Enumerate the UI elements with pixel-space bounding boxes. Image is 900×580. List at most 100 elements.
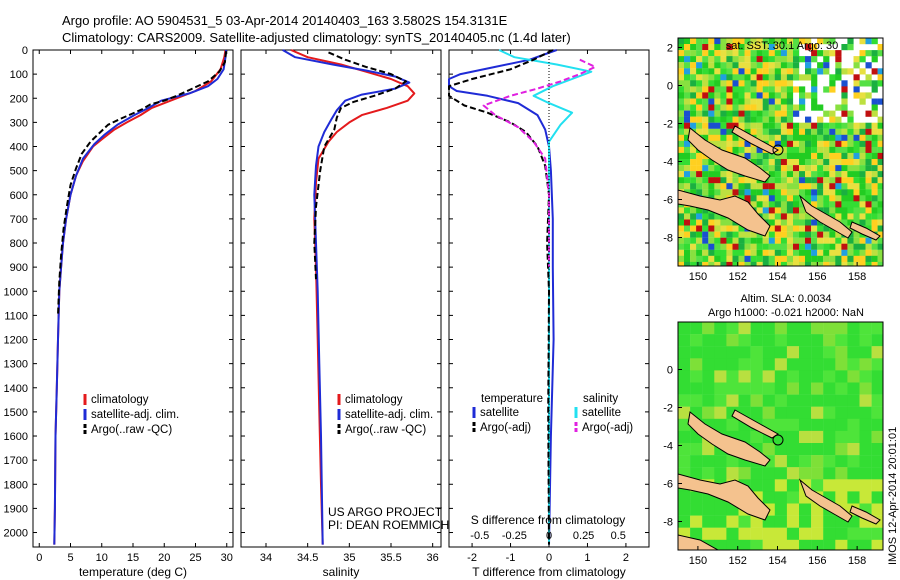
sst-grid-cell bbox=[853, 86, 860, 93]
sst-grid-cell bbox=[774, 189, 781, 196]
sst-grid-cell bbox=[684, 128, 691, 135]
sst-grid-cell bbox=[835, 183, 842, 190]
sst-grid-cell bbox=[811, 261, 818, 266]
sst-grid-cell bbox=[690, 116, 697, 123]
sst-grid-cell bbox=[859, 183, 866, 190]
sst-grid-cell bbox=[768, 219, 775, 226]
sla-grid-cell bbox=[786, 491, 800, 504]
sla-grid-cell bbox=[690, 394, 703, 407]
sst-grid-cell bbox=[793, 165, 800, 172]
sst-grid-cell bbox=[811, 189, 818, 196]
sst-grid-cell bbox=[871, 98, 878, 105]
sst-grid-cell bbox=[702, 44, 709, 51]
sst-grid-cell bbox=[684, 152, 691, 160]
sst-grid-cell bbox=[684, 146, 691, 154]
sst-grid-cell bbox=[823, 38, 830, 45]
sst-grid-cell bbox=[726, 44, 733, 51]
sst-grid-cell bbox=[793, 152, 800, 160]
sst-grid-cell bbox=[750, 146, 757, 154]
sst-grid-cell bbox=[708, 56, 715, 63]
sla-grid-cell bbox=[726, 539, 739, 550]
sst-grid-cell bbox=[774, 255, 781, 262]
sla-grid-cell bbox=[690, 322, 703, 335]
sla-grid-cell bbox=[762, 527, 775, 540]
sla-grid-cell bbox=[871, 539, 883, 550]
sla-grid-cell bbox=[859, 443, 872, 456]
sla-grid-cell bbox=[859, 418, 872, 432]
sst-grid-cell bbox=[768, 50, 775, 57]
sst-grid-cell bbox=[829, 80, 836, 87]
sst-grid-cell bbox=[877, 207, 883, 214]
sst-grid-cell bbox=[817, 237, 824, 244]
sst-grid-cell bbox=[871, 140, 878, 147]
sst-grid-cell bbox=[847, 171, 854, 178]
sst-grid-cell bbox=[684, 80, 691, 87]
sst-grid-cell bbox=[877, 74, 883, 81]
sst-grid-cell bbox=[786, 140, 794, 147]
sst-grid-cell bbox=[774, 195, 781, 202]
sst-grid-cell bbox=[726, 98, 733, 105]
sst-grid-cell bbox=[853, 207, 860, 214]
sst-grid-cell bbox=[829, 122, 836, 129]
sla-grid-cell bbox=[690, 382, 703, 395]
sla-grid-cell bbox=[702, 527, 715, 540]
sst-grid-cell bbox=[708, 243, 715, 250]
sla-coastline-newireland bbox=[731, 409, 779, 439]
sst-grid-cell bbox=[678, 261, 685, 266]
sst-grid-cell bbox=[841, 201, 848, 208]
sla-grid-cell bbox=[786, 382, 800, 395]
sst-grid-cell bbox=[714, 249, 721, 256]
map-x-tick-label: 158 bbox=[848, 555, 866, 567]
sla-grid-cell bbox=[823, 322, 836, 335]
sst-grid-cell bbox=[720, 50, 727, 57]
sst-grid-cell bbox=[678, 249, 685, 256]
sst-grid-cell bbox=[768, 92, 775, 99]
sst-grid-cell bbox=[756, 152, 763, 160]
sst-grid-cell bbox=[696, 213, 703, 220]
sst-grid-cell bbox=[871, 219, 878, 226]
sla-grid-cell bbox=[859, 539, 872, 550]
sst-grid-cell bbox=[768, 249, 775, 256]
sst-grid-cell bbox=[774, 225, 781, 232]
sst-grid-cell bbox=[817, 122, 824, 129]
sst-grid-cell bbox=[835, 231, 842, 238]
sla-grid-cell bbox=[847, 539, 860, 550]
sst-grid-cell bbox=[829, 159, 836, 166]
sla-grid-cell bbox=[774, 322, 788, 335]
sst-grid-cell bbox=[823, 231, 830, 238]
sst-grid-cell bbox=[726, 104, 733, 111]
sst-grid-cell bbox=[714, 86, 721, 93]
sst-grid-cell bbox=[696, 110, 703, 117]
sst-grid-cell bbox=[847, 261, 854, 266]
sst-grid-cell bbox=[859, 92, 866, 99]
sst-grid-cell bbox=[690, 261, 697, 266]
sla-grid-cell bbox=[859, 479, 872, 492]
sla-grid-cell bbox=[847, 406, 860, 419]
sst-grid-cell bbox=[817, 189, 824, 196]
sst-grid-cell bbox=[877, 195, 883, 202]
sla-grid-cell bbox=[738, 334, 751, 347]
sst-grid-cell bbox=[865, 255, 872, 262]
sst-grid-cell bbox=[799, 207, 806, 214]
sst-grid-cell bbox=[871, 104, 878, 111]
sst-grid-cell bbox=[690, 219, 697, 226]
sst-grid-cell bbox=[726, 261, 733, 266]
sla-grid-cell bbox=[714, 370, 727, 383]
sst-grid-cell bbox=[696, 255, 703, 262]
series-line-argo bbox=[448, 49, 554, 545]
sst-grid-cell bbox=[708, 122, 715, 129]
sst-grid-cell bbox=[823, 195, 830, 202]
sla-grid-cell bbox=[690, 467, 703, 480]
sst-grid-cell bbox=[690, 122, 697, 129]
sst-grid-cell bbox=[841, 177, 848, 184]
sla-grid-cell bbox=[811, 515, 824, 528]
sst-grid-cell bbox=[684, 237, 691, 244]
sst-grid-cell bbox=[732, 104, 739, 111]
sst-grid-cell bbox=[738, 68, 745, 75]
sst-grid-cell bbox=[835, 177, 842, 184]
sst-grid-cell bbox=[877, 140, 883, 147]
sst-grid-cell bbox=[799, 231, 806, 238]
sla-grid-cell bbox=[702, 406, 715, 419]
sst-grid-cell bbox=[799, 140, 806, 147]
sst-grid-cell bbox=[684, 104, 691, 111]
